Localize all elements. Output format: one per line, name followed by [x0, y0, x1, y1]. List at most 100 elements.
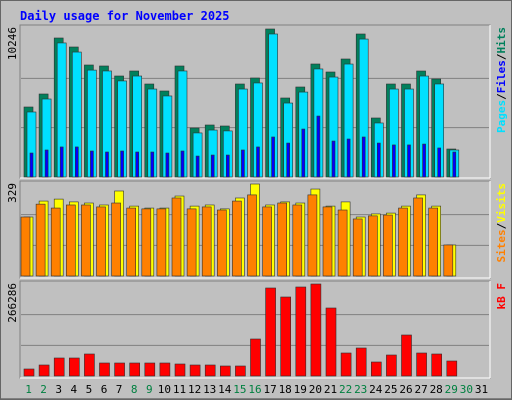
bar — [310, 283, 322, 377]
bar — [226, 154, 230, 178]
bar — [277, 202, 288, 277]
bar — [126, 207, 136, 277]
bar — [416, 352, 427, 377]
bar — [271, 136, 275, 178]
bar — [150, 151, 155, 178]
chart-title: Daily usage for November 2025 — [20, 9, 230, 23]
x-tick-label: 26 — [399, 383, 412, 396]
bar — [452, 151, 457, 178]
bar — [159, 362, 171, 377]
bar — [331, 140, 336, 178]
x-tick-label: 7 — [116, 383, 123, 396]
bar — [370, 361, 382, 377]
x-tick-label: 6 — [101, 383, 108, 396]
x-tick-label: 9 — [146, 383, 153, 396]
legend-entry: Sites — [495, 229, 508, 262]
bar — [69, 357, 80, 377]
legend-separator: / — [495, 53, 508, 60]
x-tick-label: 2 — [40, 383, 47, 396]
y-tick-label: 10246 — [6, 27, 19, 60]
bar — [220, 365, 231, 377]
bar — [210, 154, 215, 178]
bar — [383, 214, 393, 277]
bar — [241, 149, 245, 178]
x-tick-label: 10 — [158, 383, 171, 396]
bar — [286, 142, 291, 178]
bar — [337, 209, 348, 277]
y-tick-label: 266286 — [6, 283, 19, 323]
bar — [217, 209, 227, 277]
bar — [189, 364, 201, 377]
bar — [398, 207, 408, 277]
x-tick-label: 13 — [203, 383, 216, 396]
bar — [20, 216, 31, 277]
bar — [99, 362, 110, 377]
x-tick-label: 12 — [188, 383, 201, 396]
bar — [144, 362, 156, 377]
x-tick-label: 25 — [384, 383, 397, 396]
x-tick-label: 14 — [218, 383, 232, 396]
bar — [316, 115, 321, 178]
bar — [165, 152, 170, 178]
legend-entry: Visits — [495, 183, 508, 223]
x-tick-label: 1 — [25, 383, 32, 396]
bar — [262, 206, 272, 277]
bar — [201, 206, 212, 277]
bar — [407, 144, 411, 178]
bar — [361, 136, 366, 178]
bar — [322, 206, 333, 277]
bar — [135, 151, 139, 178]
bar — [114, 362, 125, 377]
x-tick-label: 16 — [248, 383, 261, 396]
x-tick-label: 21 — [324, 383, 337, 396]
x-tick-label: 17 — [263, 383, 276, 396]
x-tick-label: 24 — [369, 383, 383, 396]
bar — [50, 207, 61, 277]
x-tick-label: 5 — [86, 383, 93, 396]
bar — [195, 155, 200, 178]
bar — [280, 296, 292, 377]
bar — [386, 354, 397, 377]
bar — [84, 353, 95, 377]
bar — [59, 146, 64, 178]
bar — [446, 360, 458, 377]
bar — [428, 207, 439, 277]
x-tick-label: 27 — [414, 383, 427, 396]
bar — [29, 152, 34, 178]
x-tick-label: 20 — [309, 383, 322, 396]
bar — [250, 338, 261, 377]
bar — [111, 202, 121, 277]
bar — [292, 204, 303, 277]
x-tick-label: 11 — [173, 383, 186, 396]
bar — [346, 138, 351, 178]
bar — [392, 144, 396, 178]
bar — [186, 208, 197, 277]
bar — [443, 244, 454, 277]
legend: Sites/Visits — [495, 183, 508, 263]
bar — [53, 357, 65, 377]
bar — [376, 142, 381, 178]
bar — [23, 368, 35, 377]
bar — [171, 197, 182, 277]
legend-separator: / — [495, 93, 508, 100]
x-tick-label: 31 — [475, 383, 488, 396]
bar — [352, 218, 363, 277]
bar — [437, 147, 442, 178]
y-tick-label: 329 — [6, 183, 19, 203]
legend-separator: / — [495, 222, 508, 229]
bar — [265, 287, 276, 377]
legend-entry: Pages — [495, 100, 508, 133]
x-tick-label: 4 — [70, 383, 77, 396]
x-tick-label: 29 — [445, 383, 458, 396]
bar — [301, 128, 306, 178]
bar — [401, 334, 412, 377]
bar — [367, 215, 378, 277]
x-tick-label: 22 — [339, 383, 352, 396]
legend-entry: Files — [495, 60, 508, 93]
x-tick-label: 15 — [233, 383, 246, 396]
bar — [129, 362, 140, 377]
legend: Pages/Files/Hits — [495, 27, 508, 133]
bar — [247, 194, 257, 277]
bar — [35, 203, 46, 277]
